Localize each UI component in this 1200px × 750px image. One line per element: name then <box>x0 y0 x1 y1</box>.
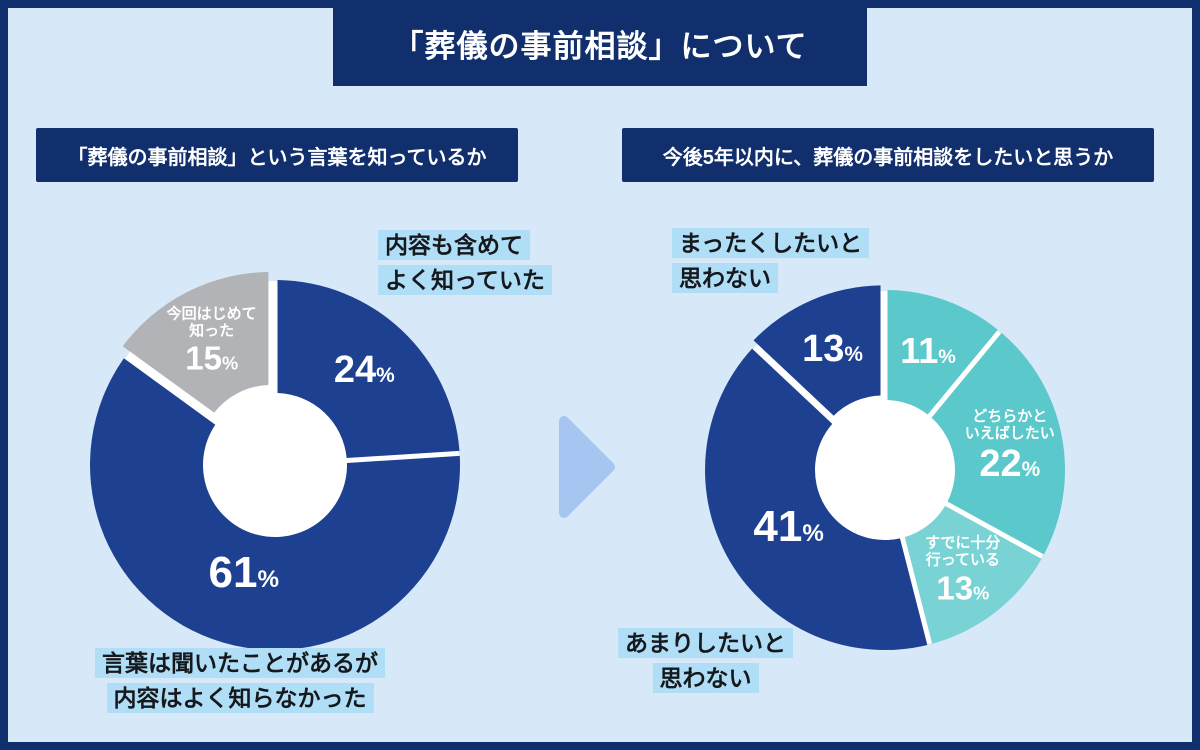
callout-heard-only: 言葉は聞いたことがあるが 内容はよく知らなかった <box>40 646 440 715</box>
slice-percent: 13% <box>936 569 990 607</box>
callout-not-really-text: あまりしたいと 思わない <box>618 628 793 693</box>
slice-label-0: 24% <box>334 351 395 389</box>
donut-slice-1 <box>90 358 461 650</box>
donut-slice-2 <box>904 505 1042 644</box>
page-title: 「葬儀の事前相談」について <box>392 28 808 64</box>
slice-label-2: すでに十分 行っている 13% <box>925 535 1001 607</box>
slice-percent: 41% <box>753 502 824 551</box>
donut-svg <box>705 285 1065 650</box>
slice-label-4: 13% <box>802 330 863 368</box>
slice-sub-label: どちらかと いえばしたい <box>964 408 1055 443</box>
slice-percent: 13% <box>802 327 863 370</box>
left-chart-header: 「葬儀の事前相談」という言葉を知っているか <box>36 128 518 182</box>
right-chart-header: 今後5年以内に、葬儀の事前相談をしたいと思うか <box>622 128 1154 182</box>
arrow-right-icon <box>559 416 615 518</box>
slice-label-1: どちらかと いえばしたい 22% <box>965 409 1055 483</box>
slice-sub-label: 今回はじめて 知った <box>166 305 257 340</box>
callout-not-really: あまりしたいと 思わない <box>608 626 803 695</box>
slice-label-1: 61% <box>208 547 279 597</box>
callout-knew-well: 内容も含めて よく知っていた <box>378 228 552 297</box>
slice-label-3: 41% <box>753 505 823 549</box>
slice-label-0: 11% <box>900 329 956 371</box>
title-band: 「葬儀の事前相談」について <box>333 0 867 86</box>
slice-percent: 24% <box>333 348 395 391</box>
callout-not-at-all: まったくしたいと 思わない <box>672 226 870 295</box>
slice-percent: 15% <box>185 340 239 377</box>
slice-label-2: 今回はじめて 知った 15% <box>167 306 257 375</box>
donut-slice-1 <box>931 332 1065 555</box>
donut-slice-0 <box>887 290 998 415</box>
callout-knew-well-text: 内容も含めて よく知っていた <box>378 230 552 295</box>
donut-slice-3 <box>705 348 928 650</box>
callout-heard-only-text: 言葉は聞いたことがあるが 内容はよく知らなかった <box>95 648 385 713</box>
donut-svg <box>90 272 461 650</box>
donut-slice-4 <box>753 285 881 416</box>
callout-not-at-all-text: まったくしたいと 思わない <box>672 228 870 293</box>
slice-sub-label: すでに十分 行っている <box>925 535 1001 569</box>
donut-chart-intent: 11% どちらかと いえばしたい 22% すでに十分 行っている 13% 41% 13% <box>700 285 1070 655</box>
donut-slice-2 <box>122 272 269 413</box>
slice-percent: 61% <box>208 547 279 597</box>
donut-slice-0 <box>277 280 460 458</box>
slice-percent: 22% <box>979 442 1041 485</box>
donut-chart-awareness: 24% 61% 今回はじめて 知った 15% <box>80 270 470 660</box>
slice-percent: 11% <box>900 329 956 371</box>
